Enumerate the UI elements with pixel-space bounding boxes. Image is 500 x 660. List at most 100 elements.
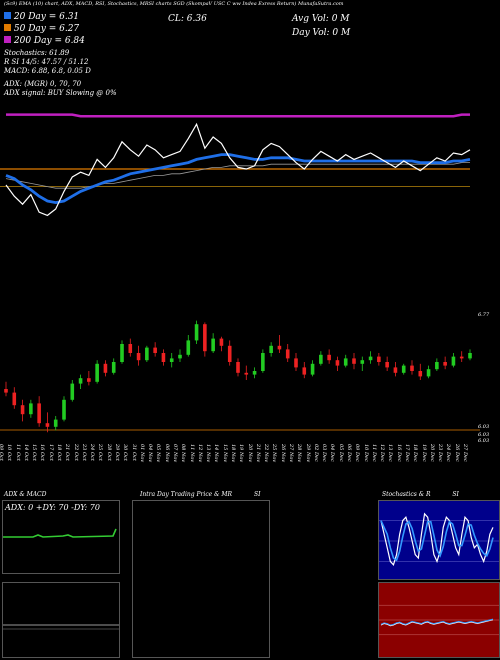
x-date-label: 17 Oct <box>47 444 54 461</box>
candle-body <box>53 419 58 427</box>
ema-chart <box>0 113 471 217</box>
x-date-label: 01 Nov <box>138 444 145 463</box>
x-date-label: 11 Oct <box>14 444 21 461</box>
rsi-panel <box>378 582 500 658</box>
candle-body <box>45 423 50 427</box>
x-date-label: 25 Nov <box>271 444 278 463</box>
candle-body <box>211 338 215 352</box>
candle-body <box>219 338 224 346</box>
ema20-line <box>5 153 471 205</box>
candle-body <box>310 363 315 375</box>
candle-body <box>78 378 83 384</box>
candle-body <box>20 405 25 415</box>
x-date-label: 02 Dec <box>312 444 319 462</box>
x-date-label: 06 Dec <box>346 444 352 462</box>
candle-body <box>302 367 307 375</box>
x-date-label: 19 Nov <box>238 444 245 463</box>
ema200-legend: 200 Day = 6.84 <box>4 36 85 46</box>
x-date-label: 27 Nov <box>288 444 294 463</box>
close-price-line <box>5 122 471 217</box>
candle-body <box>227 345 232 362</box>
candle-body <box>426 369 431 377</box>
x-date-label: 12 Nov <box>196 444 203 463</box>
day-volume: Day Vol: 0 M <box>292 28 351 38</box>
x-date-label: 24 Dec <box>445 444 452 462</box>
x-axis-dates: 09 Oct 10 Oct 11 Oct 14 Oct 15 Oct 16 Oct 17 O… <box>0 444 500 484</box>
x-date-label: 06 Nov <box>163 444 170 463</box>
x-date-label: 05 Dec <box>337 444 344 462</box>
candle-body <box>203 324 207 352</box>
macd-panel <box>2 582 120 658</box>
candle-body <box>343 358 348 366</box>
candle-body <box>269 345 273 353</box>
candle-body <box>385 362 389 368</box>
candle-body <box>169 358 174 362</box>
adx-line-chart <box>3 528 117 538</box>
adx-panel: ADX: 0 +DY: 70 -DY: 70 <box>2 500 120 574</box>
x-date-label: 20 Nov <box>246 444 253 463</box>
x-date-label: 23 Oct <box>80 444 87 461</box>
x-date-label: 28 Nov <box>296 444 303 463</box>
candle-body <box>261 353 265 371</box>
x-date-label: 18 Nov <box>230 444 236 463</box>
macd-line-chart <box>3 624 119 630</box>
adx-line <box>3 528 117 538</box>
candle-body <box>377 356 381 362</box>
x-date-label: 26 Dec <box>453 444 460 462</box>
candle-body <box>194 324 199 341</box>
price-upper-label: 6.77 <box>478 312 490 318</box>
candle-body <box>443 362 447 366</box>
x-date-label: 15 Nov <box>221 444 228 463</box>
candle-body <box>136 353 141 361</box>
candle-body <box>252 371 257 375</box>
ema50-swatch-icon <box>4 24 11 31</box>
x-date-label: 17 Dec <box>404 444 410 462</box>
intra-panel-title: Intra Day Trading Price & MR SI <box>140 491 261 498</box>
candle-body <box>401 365 406 373</box>
candle-chart <box>0 320 480 433</box>
candle-body <box>360 360 365 364</box>
ema200-line <box>6 113 470 118</box>
candle-body <box>145 347 149 361</box>
candle-body <box>285 349 290 359</box>
mrsi-line <box>380 619 494 627</box>
x-date-label: 22 Nov <box>263 444 270 463</box>
stoch-panel <box>378 500 500 580</box>
candle-body <box>37 403 41 424</box>
x-date-label: 13 Nov <box>205 444 212 463</box>
x-date-label: 30 Oct <box>122 444 129 461</box>
x-date-label: 26 Nov <box>279 444 286 463</box>
ema200-swatch-icon <box>4 36 11 43</box>
x-date-label: 08 Nov <box>180 444 187 463</box>
candle-body <box>277 345 282 350</box>
x-date-label: 07 Nov <box>172 444 178 463</box>
candle-body <box>393 367 398 373</box>
x-date-label: 18 Dec <box>412 444 419 462</box>
x-date-label: 22 Oct <box>72 444 79 461</box>
candle-body <box>128 344 133 353</box>
price-lower-label-1: 6.03 <box>478 424 490 430</box>
candle-body <box>368 356 373 361</box>
adx-panel-title: ADX & MACD <box>4 491 47 498</box>
candle-body <box>153 347 157 353</box>
candle-body <box>352 358 356 364</box>
intra-day-panel <box>132 500 270 658</box>
rsi-line-chart <box>379 604 499 636</box>
stoch-k-line <box>380 512 494 566</box>
ema50-legend: 50 Day = 6.27 <box>4 24 79 34</box>
x-date-label: 12 Dec <box>379 444 386 462</box>
candle-body <box>294 358 298 368</box>
stoch-panel-title: Stochastics & R SI <box>382 491 459 498</box>
ema50-line <box>5 162 470 189</box>
x-date-label: 11 Dec <box>370 444 377 462</box>
candle-body <box>70 383 75 400</box>
x-date-label: 10 Oct <box>6 444 13 461</box>
candle-body <box>186 340 191 355</box>
x-date-label: 09 Oct <box>0 444 4 461</box>
ema20-legend: 20 Day = 6.31 <box>4 12 79 22</box>
x-date-label: 16 Oct <box>39 444 46 461</box>
header-line: (Sc9) EMA (10) chart, ADX, MACD, RSI, St… <box>4 1 344 7</box>
candle-body <box>244 372 249 375</box>
x-date-label: 21 Oct <box>64 444 71 461</box>
candle-body <box>120 344 124 362</box>
